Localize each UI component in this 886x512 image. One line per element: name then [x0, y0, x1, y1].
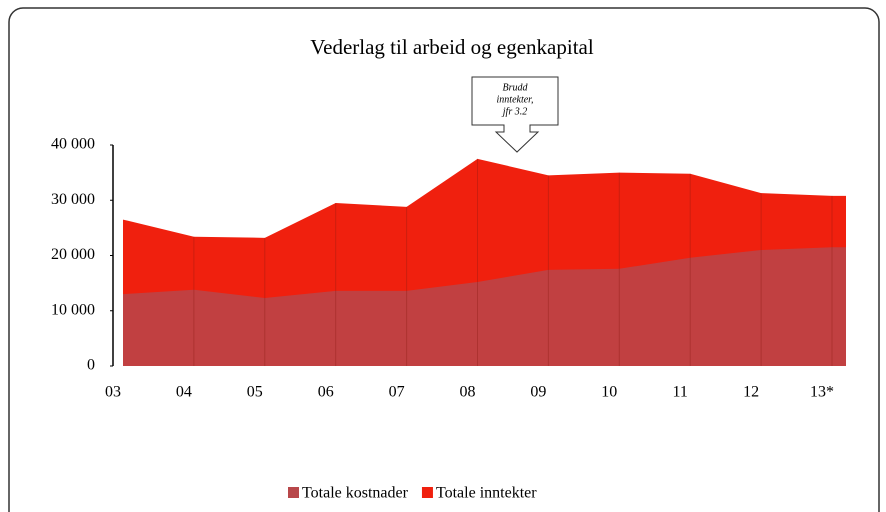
x-tick-label: 09 [530, 384, 546, 401]
x-tick-label: 12 [743, 384, 759, 401]
annotation: Brudd inntekter, jfr 3.2 [471, 76, 559, 153]
legend-label: Totale inntekter [436, 485, 537, 502]
annotation-line: Brudd [503, 82, 529, 93]
x-tick-label: 13* [810, 384, 834, 401]
area [123, 247, 846, 366]
chart-title: Vederlag til arbeid og egenkapital [310, 35, 594, 59]
annotation-arrow [471, 76, 559, 153]
legend-label: Totale kostnader [302, 485, 409, 502]
y-tick-label: 20 000 [51, 246, 95, 263]
y-tick-label: 10 000 [51, 301, 95, 318]
legend-swatch [288, 487, 299, 498]
x-tick-label: 04 [176, 384, 192, 401]
legend-swatch [421, 487, 433, 498]
y-tick-label: 30 000 [51, 191, 95, 208]
annotation-line: inntekter, [497, 94, 534, 105]
x-tick-label: 06 [318, 384, 334, 401]
annotation-line: jfr 3.2 [501, 106, 527, 117]
x-tick-label: 10 [601, 384, 617, 401]
x-tick-label: 11 [672, 384, 687, 401]
y-tick-label: 0 [87, 357, 95, 374]
x-tick-label: 05 [247, 384, 263, 401]
x-tick-label: 03 [105, 384, 121, 401]
y-tick-label: 40 000 [51, 136, 95, 153]
x-tick-label: 08 [460, 384, 476, 401]
x-tick-label: 07 [389, 384, 405, 401]
